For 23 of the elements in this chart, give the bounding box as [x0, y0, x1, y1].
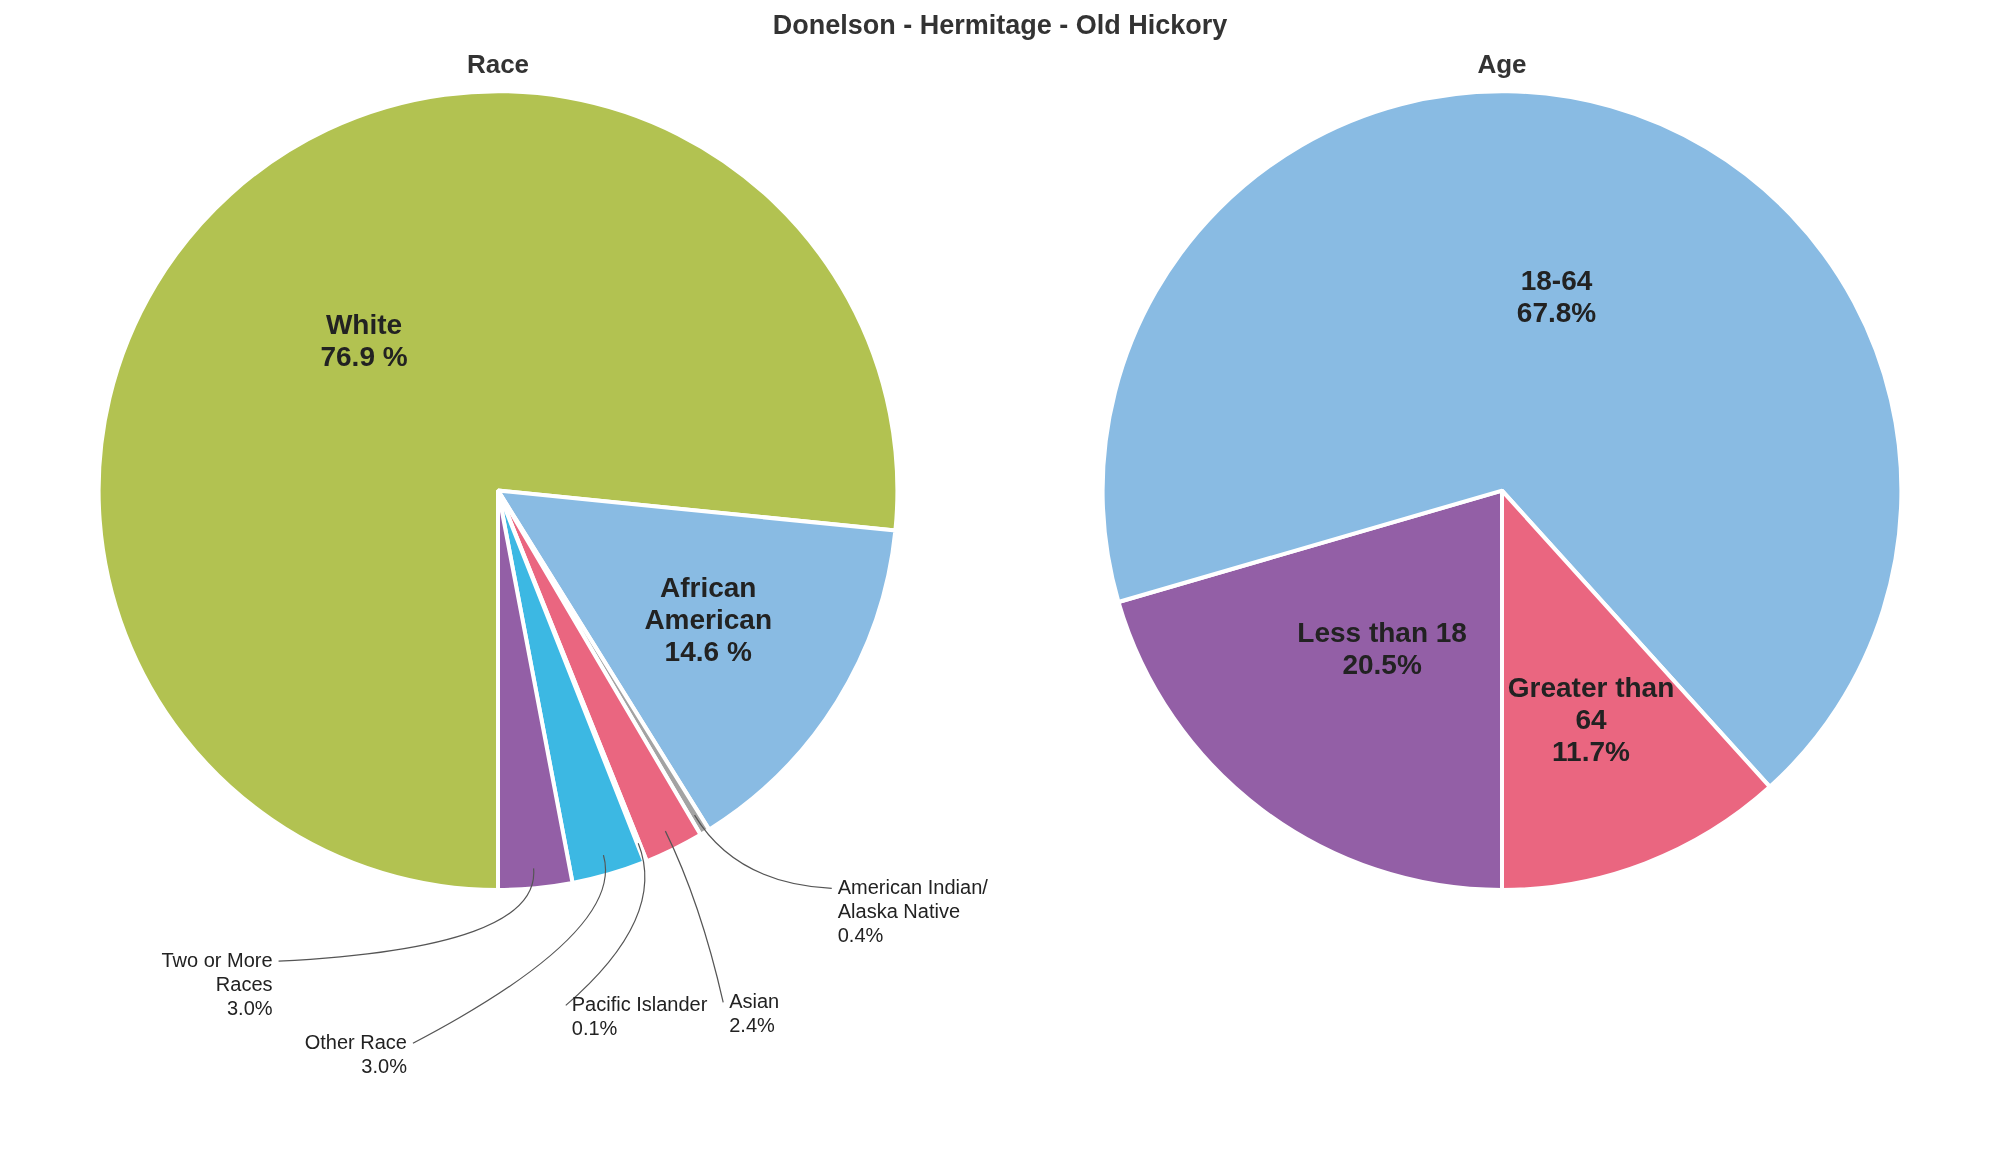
slice-label: Pacific Islander	[571, 992, 708, 1015]
data-label: 20.5%	[1342, 649, 1422, 681]
data-label: 2.4%	[729, 1013, 775, 1036]
data-label: 3.0%	[226, 996, 273, 1019]
slice-label: Other Race	[304, 1030, 407, 1053]
slice-label: African American	[644, 572, 773, 636]
data-label: 67.8%	[1516, 297, 1597, 329]
data-label: 0.4%	[837, 923, 884, 946]
text: Donelson - Hermitage - Old Hickory	[771, 9, 1229, 42]
data-label: 11.7%	[1552, 736, 1631, 768]
data-label: 0.1%	[571, 1016, 618, 1039]
chart-title: Race	[466, 48, 530, 79]
data-label: 3.0%	[361, 1054, 408, 1077]
data-label: 76.9 %	[320, 341, 408, 373]
slice-label: White	[325, 309, 403, 341]
chart-title: Age	[1477, 48, 1527, 79]
slice-label: 18-64	[1520, 265, 1593, 297]
slice-label: Less than 18	[1297, 617, 1467, 649]
slice-label: Two or More Races	[161, 948, 273, 995]
slice-label: Asian	[729, 989, 780, 1012]
slice-label: Greater than 64	[1507, 672, 1675, 736]
data-label: 14.6 %	[664, 636, 752, 668]
slice-label: American Indian/ Alaska Native	[837, 875, 989, 922]
